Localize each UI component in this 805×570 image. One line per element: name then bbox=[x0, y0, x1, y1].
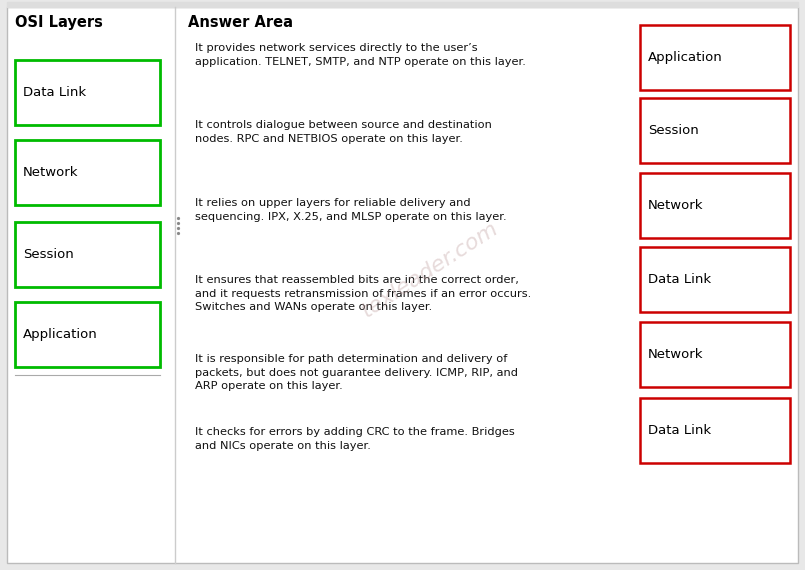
FancyBboxPatch shape bbox=[640, 398, 790, 463]
FancyBboxPatch shape bbox=[640, 98, 790, 163]
Text: Data Link: Data Link bbox=[648, 424, 711, 437]
FancyBboxPatch shape bbox=[640, 25, 790, 90]
Text: It controls dialogue between source and destination
nodes. RPC and NETBIOS opera: It controls dialogue between source and … bbox=[195, 120, 492, 144]
Text: Application: Application bbox=[648, 51, 723, 64]
Text: Application: Application bbox=[23, 328, 97, 341]
FancyBboxPatch shape bbox=[640, 247, 790, 312]
Text: It provides network services directly to the user’s
application. TELNET, SMTP, a: It provides network services directly to… bbox=[195, 43, 526, 67]
FancyBboxPatch shape bbox=[15, 302, 160, 367]
Text: It checks for errors by adding CRC to the frame. Bridges
and NICs operate on thi: It checks for errors by adding CRC to th… bbox=[195, 427, 514, 451]
FancyBboxPatch shape bbox=[640, 173, 790, 238]
Text: Answer Area: Answer Area bbox=[188, 15, 293, 30]
FancyBboxPatch shape bbox=[7, 7, 798, 563]
Text: Data Link: Data Link bbox=[23, 86, 86, 99]
Text: Network: Network bbox=[648, 199, 704, 212]
Text: Network: Network bbox=[23, 166, 79, 179]
Text: It ensures that reassembled bits are in the correct order,
and it requests retra: It ensures that reassembled bits are in … bbox=[195, 275, 531, 312]
Text: It relies on upper layers for reliable delivery and
sequencing. IPX, X.25, and M: It relies on upper layers for reliable d… bbox=[195, 198, 506, 222]
Text: texleader.com: texleader.com bbox=[358, 218, 502, 321]
Text: Data Link: Data Link bbox=[648, 273, 711, 286]
Text: Session: Session bbox=[23, 248, 74, 261]
Text: Session: Session bbox=[648, 124, 699, 137]
Text: It is responsible for path determination and delivery of
packets, but does not g: It is responsible for path determination… bbox=[195, 354, 518, 391]
FancyBboxPatch shape bbox=[15, 222, 160, 287]
FancyBboxPatch shape bbox=[15, 60, 160, 125]
Text: Network: Network bbox=[648, 348, 704, 361]
Text: OSI Layers: OSI Layers bbox=[15, 15, 103, 30]
FancyBboxPatch shape bbox=[15, 140, 160, 205]
FancyBboxPatch shape bbox=[640, 322, 790, 387]
